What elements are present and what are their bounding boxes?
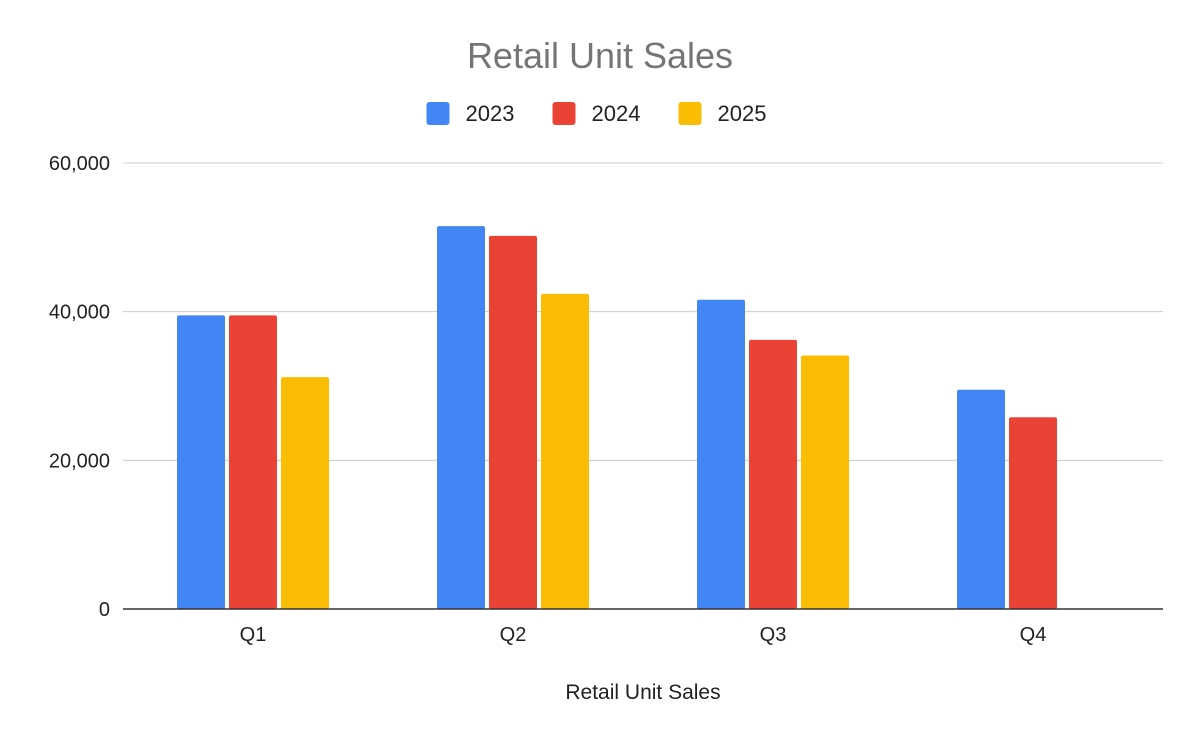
- bar-q4-2024: [1009, 417, 1057, 609]
- legend-label: 2025: [718, 101, 767, 126]
- x-tick-label: Q2: [500, 624, 527, 646]
- x-tick-label: Q3: [760, 624, 787, 646]
- y-tick-label: 60,000: [49, 153, 110, 175]
- y-tick-label: 40,000: [49, 302, 110, 324]
- bar-q4-2023: [957, 389, 1005, 609]
- y-axis-ticks: 0 20,000 40,000 60,000: [49, 153, 110, 621]
- legend-swatch-2023: [426, 102, 450, 125]
- bar-q2-2023: [437, 226, 485, 609]
- legend-label: 2023: [466, 101, 515, 126]
- y-tick-label: 0: [99, 599, 110, 621]
- legend: 2023 2024 2025: [426, 101, 767, 126]
- bar-q1-2023: [177, 315, 225, 609]
- bars: [177, 226, 1057, 609]
- bar-q3-2023: [697, 299, 745, 609]
- bar-q1-2024: [229, 315, 277, 609]
- legend-swatch-2025: [678, 102, 702, 125]
- y-tick-label: 20,000: [49, 450, 110, 472]
- x-axis-label: Retail Unit Sales: [565, 681, 720, 704]
- bar-q1-2025: [281, 377, 329, 609]
- bar-q3-2025: [801, 355, 849, 609]
- x-tick-label: Q4: [1020, 624, 1047, 646]
- bar-q2-2024: [489, 235, 537, 609]
- bar-q3-2024: [749, 339, 797, 609]
- legend-label: 2024: [592, 101, 641, 126]
- bar-q2-2025: [541, 293, 589, 609]
- legend-swatch-2024: [552, 102, 576, 125]
- x-tick-label: Q1: [240, 624, 267, 646]
- gridlines: [123, 162, 1163, 461]
- chart-title: Retail Unit Sales: [467, 35, 733, 76]
- x-axis-ticks: Q1 Q2 Q3 Q4: [240, 624, 1047, 646]
